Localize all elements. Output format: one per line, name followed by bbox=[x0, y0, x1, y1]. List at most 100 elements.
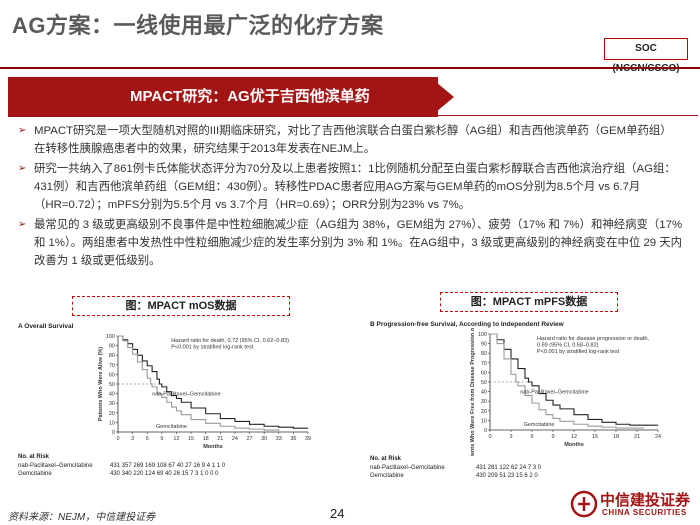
list-item: ➢ 研究一共纳入了861例卡氏体能状态评分为70分及以上患者按照1：1比例随机分配… bbox=[18, 160, 683, 214]
x-tick-label: 15 bbox=[188, 436, 194, 442]
y-tick-label: 0 bbox=[484, 428, 487, 434]
y-tick-label: 70 bbox=[481, 361, 487, 367]
list-item: ➢ 最常见的 3 级或更高级别不良事件是中性粒细胞减少症（AG组为 38%，GEM… bbox=[18, 216, 683, 270]
y-axis-label: Patients Who Were Free from Disease Prog… bbox=[470, 328, 476, 456]
y-tick-label: 30 bbox=[481, 399, 487, 405]
x-tick-label: 0 bbox=[116, 436, 119, 442]
x-tick-label: 36 bbox=[290, 436, 296, 442]
hazard-ratio-text: P<0.001 by stratified log-rank test bbox=[171, 345, 254, 351]
series-label-ag: nab-Paclitaxel–Gemcitabine bbox=[520, 390, 588, 396]
gem-survival-curve bbox=[490, 333, 644, 429]
title-divider bbox=[0, 67, 700, 69]
risk-title: No. at Risk bbox=[370, 456, 402, 462]
x-tick-label: 24 bbox=[232, 436, 238, 442]
hazard-ratio-text: Hazard ratio for death, 0.72 (95% CI, 0.… bbox=[171, 338, 289, 344]
y-axis-label: Patients Who Were Alive (%) bbox=[98, 347, 104, 421]
series-label-ag: nab-Paclitaxel–Gemcitabine bbox=[152, 392, 220, 398]
bullet-arrow-icon: ➢ bbox=[18, 163, 27, 174]
banner-bar: MPACT研究：AG优于吉西他滨单药 bbox=[8, 77, 438, 117]
y-tick-label: 0 bbox=[112, 430, 115, 436]
bullet-text: MPACT研究是一项大型随机对照的III期临床研究，对比了吉西他滨联合白蛋白紫杉… bbox=[34, 125, 672, 155]
x-tick-label: 3 bbox=[131, 436, 134, 442]
ag-survival-curve bbox=[118, 335, 308, 429]
x-tick-label: 39 bbox=[305, 436, 311, 442]
risk-row-values: 431 281 122 62 24 7 3 0 bbox=[476, 465, 542, 471]
gem-survival-curve bbox=[118, 335, 280, 432]
chart-b-title: B Progression-free Survival, According t… bbox=[370, 321, 564, 328]
chart-a-title: A Overall Survival bbox=[18, 323, 74, 330]
x-tick-label: 15 bbox=[592, 434, 598, 440]
y-tick-label: 90 bbox=[481, 342, 487, 348]
y-tick-label: 60 bbox=[481, 370, 487, 376]
x-axis-label: Months bbox=[203, 444, 223, 450]
x-tick-label: 33 bbox=[276, 436, 282, 442]
x-tick-label: 12 bbox=[173, 436, 179, 442]
series-label-gem: Gemcitabine bbox=[524, 422, 555, 428]
x-tick-label: 9 bbox=[551, 434, 554, 440]
y-tick-label: 10 bbox=[109, 420, 115, 426]
y-tick-label: 90 bbox=[109, 344, 115, 350]
bullet-text: 研究一共纳入了861例卡氏体能状态评分为70分及以上患者按照1：1比例随机分配至… bbox=[34, 163, 676, 211]
risk-row-values: 431 357 269 169 108 67 40 27 16 9 4 1 1 … bbox=[110, 463, 226, 469]
source-note: 资料来源：NEJM，中信建投证券 bbox=[8, 512, 156, 523]
figure-caption-pfs: 图：MPACT mPFS数据 bbox=[440, 292, 618, 312]
risk-row-label: nab-Paclitaxel–Gemcitabine bbox=[370, 465, 445, 471]
risk-row-values: 430 340 220 124 69 40 26 15 7 3 1 0 0 0 bbox=[110, 471, 219, 477]
x-tick-label: 27 bbox=[246, 436, 252, 442]
y-tick-label: 80 bbox=[109, 353, 115, 359]
hazard-ratio-text: Hazard ratio for disease progression or … bbox=[537, 336, 649, 342]
y-tick-label: 80 bbox=[481, 351, 487, 357]
x-tick-label: 0 bbox=[488, 434, 491, 440]
y-tick-label: 60 bbox=[109, 372, 115, 378]
logo-name-en: CHINA SECURITIES bbox=[602, 508, 687, 517]
page-title: AG方案：一线使用最广泛的化疗方案 bbox=[12, 13, 384, 38]
y-tick-label: 20 bbox=[481, 409, 487, 415]
logo-emblem-icon bbox=[570, 490, 598, 518]
bullet-arrow-icon: ➢ bbox=[18, 125, 27, 136]
y-tick-label: 50 bbox=[481, 380, 487, 386]
banner-text: MPACT研究：AG优于吉西他滨单药 bbox=[130, 88, 370, 105]
x-tick-label: 18 bbox=[203, 436, 209, 442]
pfs-chart: 0 10 20 30 40 50 60 70 80 90 100 0 3 6 9 12 15 18 21 24 Mont… bbox=[470, 328, 661, 456]
bullet-list: ➢ MPACT研究是一项大型随机对照的III期临床研究，对比了吉西他滨联合白蛋白紫… bbox=[18, 122, 683, 272]
y-tick-label: 100 bbox=[478, 332, 487, 338]
x-tick-label: 6 bbox=[530, 434, 533, 440]
bullet-arrow-icon: ➢ bbox=[18, 219, 27, 230]
soc-badge: SOC (NCCN/CSCO) bbox=[604, 38, 688, 74]
risk-row-label: nab-Paclitaxel–Gemcitabine bbox=[18, 463, 93, 469]
x-tick-label: 24 bbox=[655, 434, 661, 440]
hazard-ratio-text: P<0.001 by stratified log-rank test bbox=[537, 349, 620, 355]
x-tick-label: 21 bbox=[217, 436, 223, 442]
y-tick-label: 50 bbox=[109, 382, 115, 388]
risk-row-label: Gemcitabine bbox=[18, 471, 52, 477]
x-tick-label: 12 bbox=[571, 434, 577, 440]
page-number: 24 bbox=[330, 506, 345, 521]
y-tick-label: 10 bbox=[481, 418, 487, 424]
x-tick-label: 18 bbox=[613, 434, 619, 440]
hazard-ratio-text: 0.69 (95% CI, 0.58–0.82) bbox=[537, 343, 599, 349]
y-tick-label: 30 bbox=[109, 401, 115, 407]
x-tick-label: 6 bbox=[146, 436, 149, 442]
logo-name-cn: 中信建投证券 bbox=[600, 492, 691, 509]
risk-title: No. at Risk bbox=[18, 454, 50, 460]
banner-underline bbox=[438, 115, 698, 116]
y-tick-label: 40 bbox=[481, 390, 487, 396]
x-tick-label: 9 bbox=[160, 436, 163, 442]
figure-caption-os: 图：MPACT mOS数据 bbox=[72, 296, 290, 316]
ag-survival-curve bbox=[490, 333, 658, 426]
list-item: ➢ MPACT研究是一项大型随机对照的III期临床研究，对比了吉西他滨联合白蛋白紫… bbox=[18, 122, 683, 158]
risk-row-label: Gemcitabine bbox=[370, 473, 404, 479]
banner-arrow bbox=[430, 77, 454, 117]
company-logo: 中信建投证券 CHINA SECURITIES bbox=[570, 487, 696, 521]
x-axis-label: Months bbox=[564, 442, 584, 448]
y-tick-label: 20 bbox=[109, 411, 115, 417]
section-banner: MPACT研究：AG优于吉西他滨单药 bbox=[0, 77, 700, 117]
x-tick-label: 3 bbox=[509, 434, 512, 440]
risk-row-values: 430 209 51 23 15 6 2 0 bbox=[476, 473, 538, 479]
x-tick-label: 30 bbox=[261, 436, 267, 442]
x-tick-label: 21 bbox=[634, 434, 640, 440]
y-tick-label: 70 bbox=[109, 363, 115, 369]
bullet-text: 最常见的 3 级或更高级别不良事件是中性粒细胞减少症（AG组为 38%，GEM组… bbox=[34, 219, 683, 267]
series-label-gem: Gemcitabine bbox=[156, 424, 187, 430]
